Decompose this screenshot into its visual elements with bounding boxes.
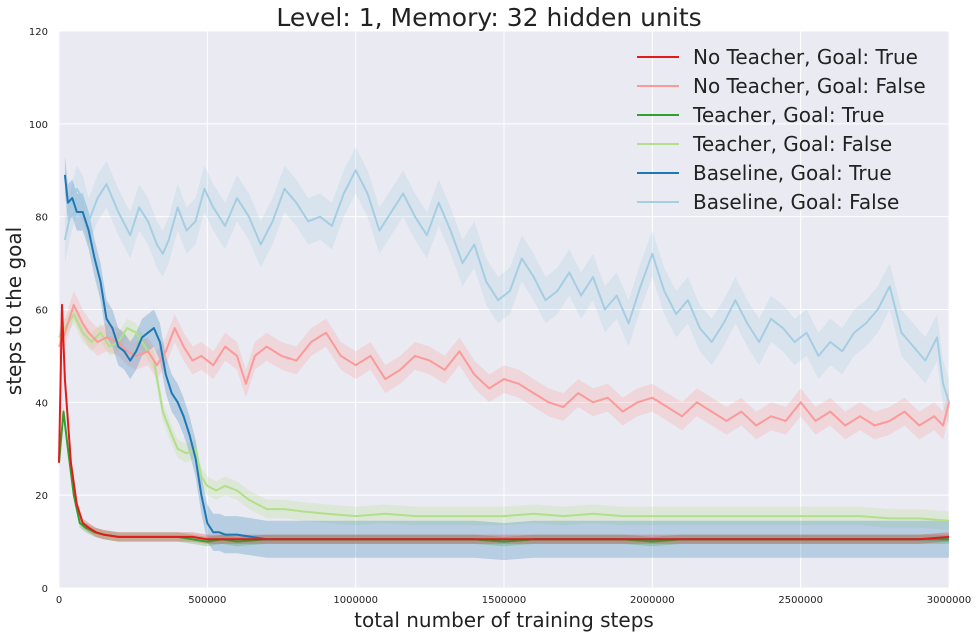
legend-label: Baseline, Goal: False: [693, 190, 899, 214]
y-tick-label: 20: [35, 491, 48, 502]
series-line: [63, 169, 950, 403]
legend-label: Teacher, Goal: False: [692, 132, 892, 156]
y-tick-label: 120: [29, 27, 48, 38]
x-tick-labels: 0 500000 1000000 1500000 2000000 2500000 30000…: [56, 595, 971, 606]
x-tick-label: 0: [56, 595, 62, 606]
legend-label: No Teacher, Goal: True: [693, 45, 918, 69]
series-lines: [58, 169, 950, 543]
x-tick-label: 2000000: [630, 595, 675, 606]
x-tick-label: 3000000: [927, 595, 972, 606]
y-tick-label: 100: [29, 120, 48, 131]
series-band: [59, 290, 949, 440]
legend: No Teacher, Goal: True No Teacher, Goal: …: [637, 45, 926, 214]
x-tick-label: 1500000: [482, 595, 527, 606]
y-tick-labels: 0 20 40 60 80 100 120: [29, 27, 48, 595]
y-tick-label: 40: [35, 398, 48, 409]
y-tick-label: 0: [42, 584, 48, 595]
legend-label: Baseline, Goal: True: [693, 161, 892, 185]
series-line: [58, 303, 950, 541]
y-tick-label: 80: [35, 213, 48, 224]
y-tick-label: 60: [35, 306, 48, 317]
legend-label: Teacher, Goal: True: [692, 103, 884, 127]
confidence-bands: [59, 147, 949, 561]
series-line: [58, 303, 950, 427]
series-band: [64, 147, 949, 426]
series-band: [59, 304, 949, 530]
x-tick-label: 500000: [188, 595, 226, 606]
x-tick-label: 2500000: [778, 595, 823, 606]
x-axis-title: total number of training steps: [354, 608, 654, 632]
x-tick-label: 1000000: [333, 595, 378, 606]
chart-title: Level: 1, Memory: 32 hidden units: [276, 3, 701, 32]
legend-label: No Teacher, Goal: False: [693, 74, 926, 98]
series-line: [58, 313, 950, 522]
y-axis-title: steps to the goal: [2, 227, 26, 395]
